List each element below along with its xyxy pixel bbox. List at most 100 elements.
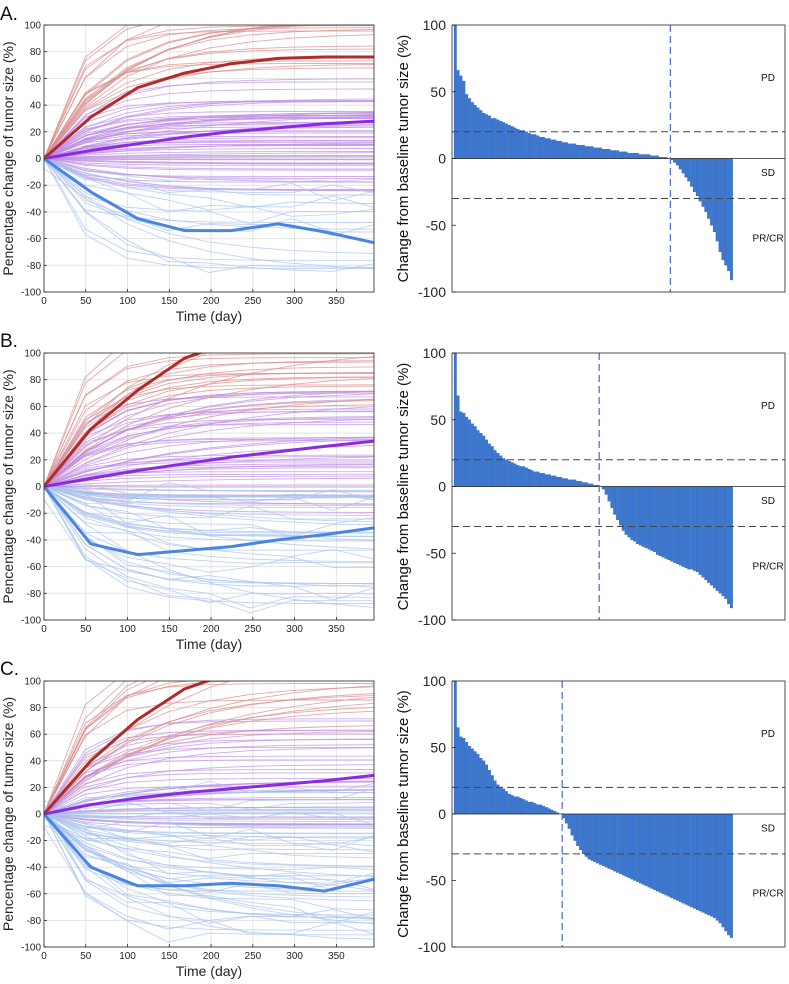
bar: [553, 139, 557, 159]
y-tick-label: 0: [35, 810, 41, 821]
bar: [502, 122, 506, 159]
bar: [727, 813, 730, 936]
region-label-pd: PD: [761, 401, 775, 412]
bar: [687, 158, 691, 182]
individual-line-sd: [44, 114, 374, 159]
individual-line-pd: [44, 384, 374, 487]
bar: [724, 486, 728, 599]
bar: [507, 793, 511, 815]
individual-line-pr: [44, 813, 374, 847]
bar: [693, 158, 696, 193]
bar: [499, 455, 503, 487]
individual-line-pd: [44, 681, 139, 815]
y-tick-label: -100: [21, 288, 41, 299]
bar: [695, 486, 699, 573]
y-tick-label: -80: [27, 589, 42, 600]
y-tick-label: -100: [21, 943, 41, 954]
bar: [581, 145, 585, 159]
bar: [459, 411, 463, 487]
y-tick-label: 40: [30, 101, 42, 112]
y-tick-label: 20: [30, 127, 42, 138]
bar: [485, 764, 488, 815]
bar: [647, 486, 651, 550]
individual-line-sd: [44, 408, 374, 487]
individual-line-sd: [44, 785, 374, 815]
bar: [644, 154, 648, 159]
bar: [576, 813, 580, 847]
individual-line-sd: [44, 764, 374, 815]
bar: [633, 153, 637, 159]
region-label-pr-cr: PR/CR: [752, 561, 783, 572]
bar: [530, 134, 534, 159]
individual-line-sd: [44, 390, 374, 487]
individual-line-sd: [44, 769, 374, 815]
bar: [462, 738, 466, 815]
bar: [613, 813, 617, 872]
bar: [664, 813, 668, 896]
bar: [547, 808, 551, 815]
y-tick-label: -40: [27, 535, 42, 546]
x-tick-label: 200: [203, 951, 220, 962]
bar: [727, 486, 730, 605]
y-tick-label: -20: [27, 836, 42, 847]
individual-line-pr: [44, 813, 374, 834]
bar: [707, 486, 711, 583]
individual-line-sd: [44, 463, 374, 487]
individual-line-pr: [44, 158, 374, 272]
bar: [505, 791, 508, 815]
x-axis-title: Time (day): [176, 963, 242, 979]
bar: [712, 813, 716, 918]
mean-line-pd: [44, 681, 212, 815]
bar: [587, 146, 591, 159]
bar: [482, 760, 486, 815]
bar: [505, 459, 508, 487]
bar: [530, 470, 534, 487]
bar: [570, 143, 574, 159]
y-tick-label: -40: [27, 863, 42, 874]
bar: [681, 813, 685, 904]
bar: [513, 463, 517, 487]
individual-line-pd: [44, 27, 374, 159]
individual-line-pr: [44, 813, 374, 827]
x-tick-label: 300: [286, 951, 303, 962]
individual-line-pr: [44, 813, 374, 835]
bar: [704, 158, 708, 213]
individual-line-pr: [44, 486, 374, 614]
bar: [610, 150, 614, 159]
bar: [539, 473, 543, 487]
bar: [567, 143, 571, 159]
bar: [681, 158, 685, 174]
bar: [690, 486, 693, 570]
x-tick-label: 0: [41, 951, 47, 962]
x-tick-label: 100: [119, 951, 136, 962]
individual-line-pr: [44, 158, 374, 223]
y-axis-title: Change from baseline tumor size (%): [395, 690, 412, 938]
individual-line-sd: [44, 729, 374, 815]
y-tick-label: 40: [30, 756, 42, 767]
bar: [564, 813, 568, 824]
bar: [690, 158, 693, 187]
bar: [667, 813, 671, 897]
bar: [687, 486, 691, 570]
individual-line-sd: [44, 136, 374, 159]
bar: [522, 466, 526, 487]
y-tick-label: 100: [423, 17, 447, 33]
bar: [562, 478, 565, 487]
bar: [456, 727, 460, 815]
individual-line-pr: [44, 158, 374, 217]
bar: [712, 158, 716, 233]
individual-line-sd: [44, 158, 374, 166]
individual-line-pd: [44, 681, 192, 815]
individual-line-sd: [44, 158, 374, 171]
bar: [690, 813, 693, 908]
y-tick-label: 60: [30, 730, 42, 741]
bar: [470, 423, 474, 487]
y-axis-title: Pencentage change of tumor size (%): [0, 369, 16, 603]
bar: [698, 158, 702, 202]
x-tick-label: 50: [80, 624, 92, 635]
bar: [519, 466, 523, 487]
x-tick-label: 350: [328, 951, 345, 962]
bar: [479, 110, 483, 159]
individual-line-pr: [44, 813, 374, 902]
individual-line-pd: [44, 353, 209, 487]
